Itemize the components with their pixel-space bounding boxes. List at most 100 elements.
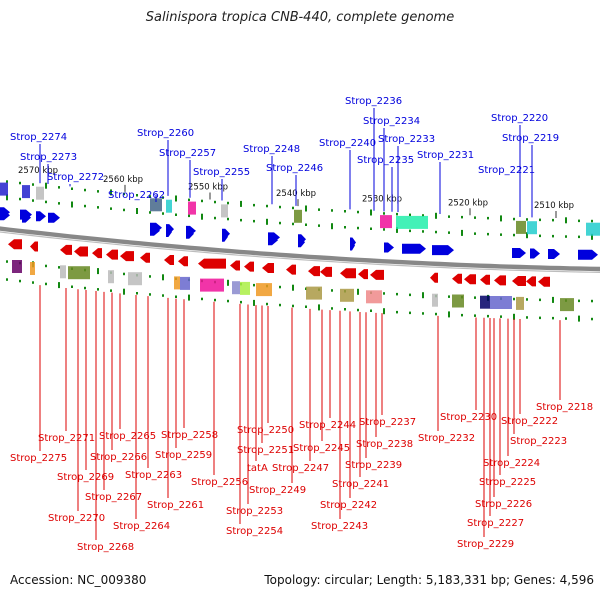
gc-dot [435,230,437,234]
gc-dot [227,217,229,221]
gc-dot [136,292,138,295]
reverse-gene-arrow [164,255,174,265]
reverse-gene-arrow [106,249,118,260]
gc-dot [6,260,8,263]
reverse-gene-arrow [494,275,506,286]
reverse-gene-label: Strop_2271 [38,433,95,444]
forward-gene-arrow [268,232,280,243]
gc-dot [292,304,294,308]
gc-dot [84,286,86,290]
reverse-gene-label: Strop_2243 [311,521,368,532]
gc-dot [227,279,229,286]
gc-dot [552,316,554,320]
gc-dot [357,210,359,214]
gc-dot [331,307,333,310]
gc-dot [448,295,450,298]
reverse-gene-label: Strop_2225 [479,477,536,488]
gc-dot [227,201,229,205]
reverse-gene-arrow [308,266,320,277]
gc-dot [305,305,307,308]
gc-dot [357,226,359,230]
gc-dot [97,206,99,209]
gc-dot [253,219,255,223]
gc-dot [110,289,112,292]
forward-gene-arrow [222,228,230,239]
cog-box [221,204,228,218]
gc-dot [19,181,21,185]
cog-box [490,296,512,309]
cog-box [150,198,162,212]
reverse-gene-label: Strop_2269 [57,472,114,483]
gc-dot [84,204,86,208]
gc-dot [45,264,47,268]
gc-dot [6,194,8,201]
forward-gene-arrow [166,224,174,235]
cog-box [128,272,142,286]
gc-dot [513,297,515,301]
forward-gene-arrow [350,237,356,248]
scale-tick-label: 2560 kbp [103,175,143,185]
gc-dot [539,298,541,302]
forward-gene-arrow [402,243,426,254]
gc-dot [6,278,8,281]
scale-tick-label: 2510 kbp [534,201,574,211]
gc-dot [279,303,281,307]
gc-dot [201,213,203,220]
gc-dot [32,281,34,284]
gc-dot [19,197,21,201]
reverse-gene-arrow [286,264,296,275]
cog-box [380,215,392,229]
gc-dot [383,228,385,231]
reverse-gene-arrow [92,248,102,259]
gc-dot [214,200,216,204]
gc-dot [461,313,463,317]
gc-dot [591,219,593,223]
gc-dot [305,205,307,212]
gc-dot [318,208,320,211]
gc-dot [149,275,151,278]
gc-dot [6,180,8,183]
forward-gene-label: Strop_2248 [243,144,300,155]
cog-box [560,298,574,312]
reverse-gene-label: Strop_2239 [345,460,402,471]
forward-gene-label: Strop_2233 [378,134,435,145]
forward-gene-label: Strop_2219 [502,133,559,144]
gc-dot [513,233,515,237]
gc-dot [409,311,411,315]
reverse-gene-label: Strop_2218 [536,402,593,413]
gc-dot [513,313,515,320]
reverse-gene-arrow [320,266,332,277]
gc-dot [318,304,320,311]
gc-dot [110,189,112,196]
reverse-gene-label: Strop_2247 [272,463,329,474]
gc-dot [123,208,125,212]
gc-dot [409,229,411,233]
gc-dot [357,288,359,295]
gc-dot [279,205,281,209]
forward-gene-label: Strop_2246 [266,163,323,174]
gc-dot [552,218,554,222]
gc-dot [435,212,437,219]
forward-gene-arrow [384,242,394,253]
gc-dot [149,211,151,214]
gc-dot [435,312,437,316]
cog-box [340,288,354,302]
gc-dot [97,190,99,193]
gc-dot [565,217,567,224]
gc-dot [461,215,463,219]
cog-box [68,266,90,280]
forward-gene-label: Strop_2262 [108,190,165,201]
cog-box [256,283,272,297]
gc-dot [214,298,216,302]
reverse-labels: Strop_2218 Strop_2222 Strop_2223 Strop_2224… [10,285,593,553]
gc-dot [383,212,385,215]
gc-dot [565,317,567,320]
reverse-gene-arrow [340,268,356,279]
cog-box [240,281,250,295]
cog-box [396,215,428,229]
reverse-gene-label: Strop_2267 [85,492,142,503]
scale-tick-label: 2550 kbp [188,182,228,192]
reverse-gene-label: Strop_2253 [226,506,283,517]
gc-dot [136,194,138,197]
